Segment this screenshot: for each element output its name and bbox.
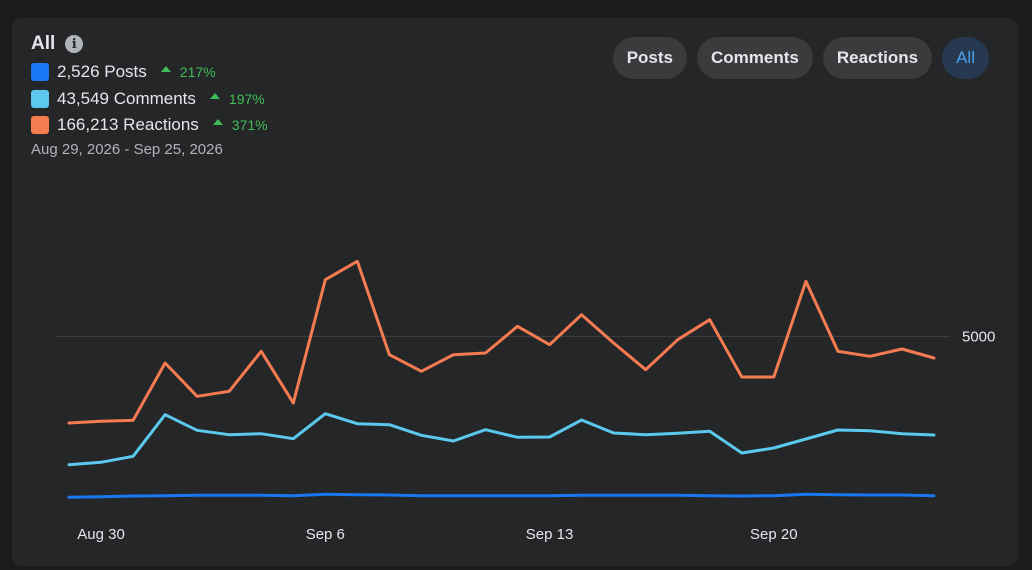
- legend-label: 2,526 Posts: [57, 62, 147, 82]
- reactions-swatch: [31, 116, 49, 135]
- legend-item-posts: 2,526 Posts 217%: [31, 59, 268, 86]
- up-arrow-icon: [160, 66, 171, 73]
- chart-card: All i 2,526 Posts 217% 43,549 Comments 1…: [12, 18, 1018, 566]
- posts-line: [67, 492, 936, 499]
- reactions-line: [67, 259, 936, 425]
- y-tick-label: 5000: [962, 328, 995, 345]
- legend-label: 166,213 Reactions: [57, 115, 199, 135]
- delta-badge: 371%: [212, 117, 268, 134]
- comments-swatch: [31, 89, 49, 108]
- delta-value: 197%: [228, 90, 265, 107]
- legend-item-reactions: 166,213 Reactions 371%: [31, 112, 268, 139]
- delta-badge: 217%: [160, 64, 216, 81]
- x-tick-label: Aug 30: [77, 526, 125, 543]
- reactions-filter-button[interactable]: Reactions: [822, 37, 933, 79]
- legend: 2,526 Posts 217% 43,549 Comments 197% 16…: [31, 59, 268, 139]
- legend-item-comments: 43,549 Comments 197%: [31, 86, 268, 113]
- info-icon[interactable]: i: [65, 35, 84, 53]
- chart-title: All: [31, 33, 56, 54]
- delta-value: 217%: [179, 64, 216, 81]
- x-tick-label: Sep 6: [306, 526, 345, 543]
- all-filter-button[interactable]: All: [942, 37, 989, 79]
- posts-filter-button[interactable]: Posts: [612, 37, 687, 79]
- filter-buttons: Posts Comments Reactions All: [612, 37, 989, 79]
- line-chart: 5000 Aug 30 Sep 6 Sep 13 Sep 20: [56, 259, 995, 543]
- comments-filter-button[interactable]: Comments: [696, 37, 813, 79]
- title-row: All i: [31, 33, 84, 55]
- posts-swatch: [31, 63, 49, 82]
- up-arrow-icon: [209, 92, 220, 99]
- up-arrow-icon: [212, 119, 223, 126]
- comments-line: [67, 412, 936, 467]
- date-range: Aug 29, 2026 - Sep 25, 2026: [31, 141, 223, 158]
- delta-badge: 197%: [209, 90, 265, 107]
- x-tick-label: Sep 20: [750, 526, 798, 543]
- x-tick-label: Sep 13: [526, 526, 574, 543]
- legend-label: 43,549 Comments: [57, 88, 196, 108]
- delta-value: 371%: [231, 117, 268, 134]
